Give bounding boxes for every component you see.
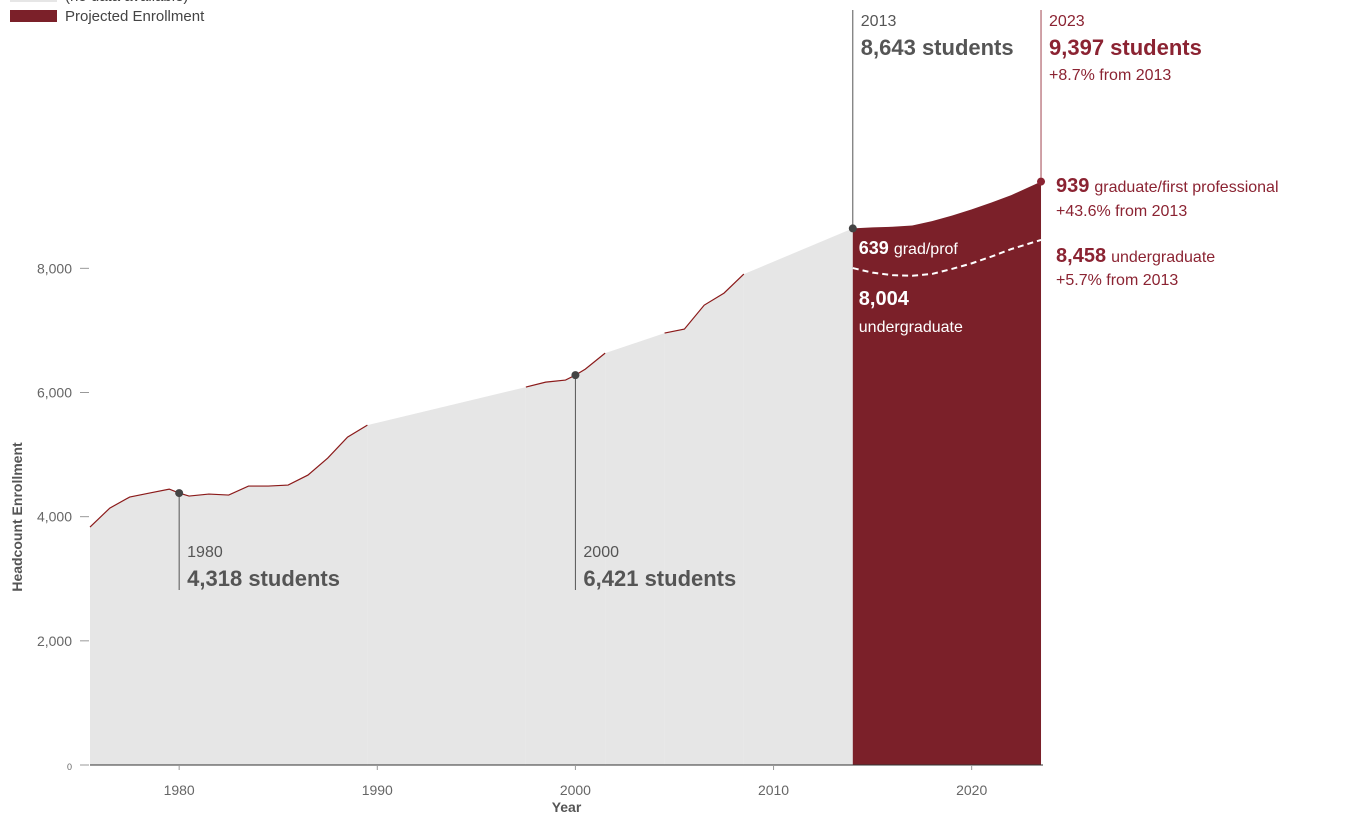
end-ug-number: 8,458 — [1056, 245, 1106, 267]
annotation-year: 2000 — [583, 544, 619, 561]
annotation-change: +8.7% from 2013 — [1049, 67, 1171, 84]
annotation-students: 4,318 students — [187, 566, 340, 591]
end-ug-label: 8,458 undergraduate — [1056, 245, 1215, 267]
legend-label: (no data available) — [65, 0, 188, 5]
legend-swatch — [10, 10, 57, 22]
x-tick-label: 2010 — [758, 782, 789, 798]
legend-label: Projected Enrollment — [65, 8, 205, 25]
annotation-dot — [175, 489, 184, 498]
annotation-students: 9,397 students — [1049, 35, 1202, 60]
legend-swatch — [10, 0, 57, 2]
annotation-year: 2013 — [861, 13, 897, 30]
grad-number: 639 — [859, 238, 889, 258]
x-axis-title: Year — [552, 799, 582, 815]
annotation-dot — [1037, 177, 1046, 186]
end-grad-number: 939 — [1056, 175, 1089, 197]
annotation-dot — [848, 224, 857, 233]
projected-area — [852, 181, 1042, 766]
history-line — [525, 352, 606, 388]
y-tick-label: 4,000 — [37, 509, 72, 525]
history-area — [90, 425, 368, 765]
annotation-year: 1980 — [187, 544, 223, 561]
end-ug-text: undergraduate — [1111, 249, 1215, 266]
annotation-dot — [571, 371, 580, 380]
history-line — [89, 424, 368, 528]
history-line — [664, 273, 745, 334]
annotation-students: 6,421 students — [583, 566, 736, 591]
history-gap-area — [367, 387, 526, 765]
y-axis-title: Headcount Enrollment — [9, 442, 25, 592]
end-grad-label: 939 graduate/first professional — [1056, 175, 1278, 197]
y-tick-label: 0 — [67, 762, 72, 772]
history-gap-area — [605, 333, 665, 765]
y-tick-label: 2,000 — [37, 633, 72, 649]
y-tick-label: 8,000 — [37, 260, 72, 276]
annotation-year: 2023 — [1049, 13, 1085, 30]
end-ug-change: +5.7% from 2013 — [1056, 272, 1178, 289]
annotation-students: 8,643 students — [861, 35, 1014, 60]
grad-text: grad/prof — [894, 241, 959, 258]
grad-label: 639 grad/prof — [859, 238, 959, 258]
x-tick-label: 2000 — [560, 782, 591, 798]
history-area — [664, 274, 744, 765]
undergraduate-line — [852, 238, 1042, 277]
ug-number: 8,004 — [859, 288, 910, 310]
history-area — [525, 353, 606, 765]
y-tick-label: 6,000 — [37, 385, 72, 401]
x-tick-label: 2020 — [956, 782, 987, 798]
x-tick-label: 1980 — [164, 782, 195, 798]
ug-text: undergraduate — [859, 319, 963, 336]
end-grad-change: +43.6% from 2013 — [1056, 203, 1187, 220]
end-grad-text: graduate/first professional — [1094, 179, 1278, 196]
history-gap-area — [743, 228, 853, 765]
x-tick-label: 1990 — [362, 782, 393, 798]
